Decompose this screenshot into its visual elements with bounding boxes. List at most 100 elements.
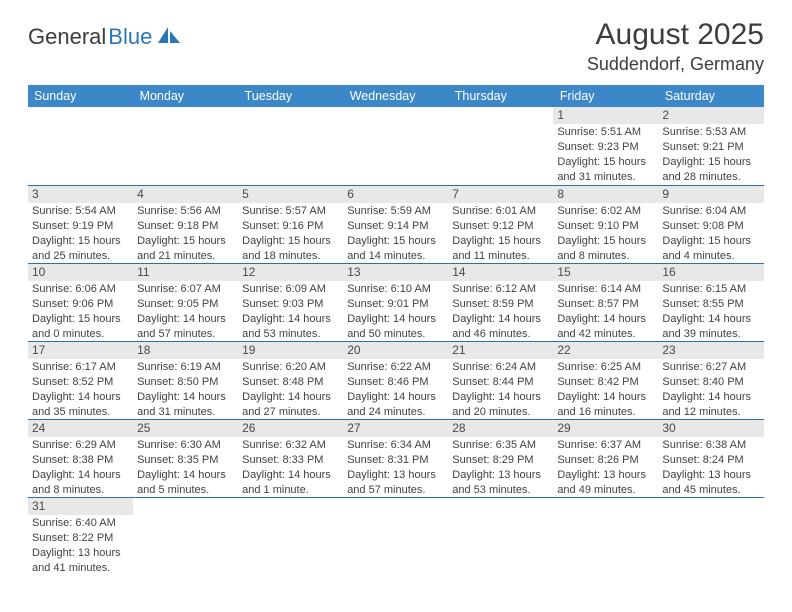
logo: General Blue	[28, 18, 182, 50]
daylight-text: Daylight: 14 hours	[553, 389, 658, 404]
sunset-text: Sunset: 9:12 PM	[448, 218, 553, 233]
daylight-text: and 12 minutes.	[658, 404, 763, 419]
sunset-text: Sunset: 9:23 PM	[553, 139, 658, 154]
sunset-text: Sunset: 8:24 PM	[658, 452, 763, 467]
daylight-text: and 27 minutes.	[238, 404, 343, 419]
sunset-text: Sunset: 9:19 PM	[28, 218, 133, 233]
day-header-sat: Saturday	[658, 85, 763, 107]
daylight-text: and 0 minutes.	[28, 326, 133, 341]
calendar-cell: 5Sunrise: 5:57 AMSunset: 9:16 PMDaylight…	[238, 185, 343, 263]
day-number: 2	[658, 107, 763, 124]
calendar-week: 10Sunrise: 6:06 AMSunset: 9:06 PMDayligh…	[28, 263, 764, 341]
daylight-text: and 39 minutes.	[658, 326, 763, 341]
calendar-cell: 31Sunrise: 6:40 AMSunset: 8:22 PMDayligh…	[28, 497, 133, 575]
day-number: 21	[448, 342, 553, 359]
calendar-week: 31Sunrise: 6:40 AMSunset: 8:22 PMDayligh…	[28, 497, 764, 575]
daylight-text: and 57 minutes.	[343, 482, 448, 497]
sunrise-text: Sunrise: 6:30 AM	[133, 437, 238, 452]
sunrise-text: Sunrise: 6:29 AM	[28, 437, 133, 452]
daylight-text: Daylight: 13 hours	[553, 467, 658, 482]
daylight-text: and 5 minutes.	[133, 482, 238, 497]
day-number: 23	[658, 342, 763, 359]
daylight-text: and 35 minutes.	[28, 404, 133, 419]
day-number: 29	[553, 420, 658, 437]
calendar-cell	[343, 107, 448, 185]
sunset-text: Sunset: 9:06 PM	[28, 296, 133, 311]
day-header-thu: Thursday	[448, 85, 553, 107]
sunrise-text: Sunrise: 5:51 AM	[553, 124, 658, 139]
daylight-text: Daylight: 14 hours	[343, 389, 448, 404]
sunrise-text: Sunrise: 6:38 AM	[658, 437, 763, 452]
calendar-cell: 6Sunrise: 5:59 AMSunset: 9:14 PMDaylight…	[343, 185, 448, 263]
sunset-text: Sunset: 9:10 PM	[553, 218, 658, 233]
calendar-cell	[238, 107, 343, 185]
daylight-text: and 25 minutes.	[28, 248, 133, 263]
day-number: 1	[553, 107, 658, 124]
calendar-cell: 29Sunrise: 6:37 AMSunset: 8:26 PMDayligh…	[553, 419, 658, 497]
calendar-cell: 10Sunrise: 6:06 AMSunset: 9:06 PMDayligh…	[28, 263, 133, 341]
day-number: 18	[133, 342, 238, 359]
daylight-text: Daylight: 13 hours	[28, 545, 133, 560]
day-number	[448, 107, 553, 109]
daylight-text: and 20 minutes.	[448, 404, 553, 419]
daylight-text: Daylight: 14 hours	[658, 311, 763, 326]
daylight-text: Daylight: 15 hours	[448, 233, 553, 248]
daylight-text: and 8 minutes.	[28, 482, 133, 497]
daylight-text: Daylight: 14 hours	[238, 389, 343, 404]
daylight-text: and 53 minutes.	[448, 482, 553, 497]
sunset-text: Sunset: 8:31 PM	[343, 452, 448, 467]
day-header-fri: Friday	[553, 85, 658, 107]
day-number: 25	[133, 420, 238, 437]
calendar-cell	[448, 497, 553, 575]
day-number: 17	[28, 342, 133, 359]
calendar-cell: 15Sunrise: 6:14 AMSunset: 8:57 PMDayligh…	[553, 263, 658, 341]
daylight-text: Daylight: 14 hours	[238, 467, 343, 482]
day-number: 10	[28, 264, 133, 281]
sunset-text: Sunset: 8:50 PM	[133, 374, 238, 389]
daylight-text: Daylight: 14 hours	[658, 389, 763, 404]
day-number: 11	[133, 264, 238, 281]
sunrise-text: Sunrise: 5:53 AM	[658, 124, 763, 139]
sunset-text: Sunset: 8:38 PM	[28, 452, 133, 467]
day-number	[238, 107, 343, 109]
header: General Blue August 2025 Suddendorf, Ger…	[28, 18, 764, 75]
day-number: 31	[28, 498, 133, 515]
daylight-text: and 11 minutes.	[448, 248, 553, 263]
sunrise-text: Sunrise: 6:24 AM	[448, 359, 553, 374]
calendar-cell	[343, 497, 448, 575]
sunrise-text: Sunrise: 5:59 AM	[343, 203, 448, 218]
sunrise-text: Sunrise: 6:20 AM	[238, 359, 343, 374]
sunrise-text: Sunrise: 6:19 AM	[133, 359, 238, 374]
daylight-text: Daylight: 15 hours	[658, 233, 763, 248]
daylight-text: Daylight: 15 hours	[343, 233, 448, 248]
calendar-cell	[448, 107, 553, 185]
location-label: Suddendorf, Germany	[587, 54, 764, 75]
calendar-cell: 30Sunrise: 6:38 AMSunset: 8:24 PMDayligh…	[658, 419, 763, 497]
daylight-text: and 49 minutes.	[553, 482, 658, 497]
calendar-cell: 19Sunrise: 6:20 AMSunset: 8:48 PMDayligh…	[238, 341, 343, 419]
day-number: 12	[238, 264, 343, 281]
sunrise-text: Sunrise: 6:17 AM	[28, 359, 133, 374]
daylight-text: and 45 minutes.	[658, 482, 763, 497]
day-number: 14	[448, 264, 553, 281]
day-number: 22	[553, 342, 658, 359]
day-header-mon: Monday	[133, 85, 238, 107]
day-number: 3	[28, 186, 133, 203]
daylight-text: Daylight: 15 hours	[553, 154, 658, 169]
day-number	[343, 107, 448, 109]
sunset-text: Sunset: 9:18 PM	[133, 218, 238, 233]
sunrise-text: Sunrise: 6:02 AM	[553, 203, 658, 218]
calendar-cell: 7Sunrise: 6:01 AMSunset: 9:12 PMDaylight…	[448, 185, 553, 263]
calendar-cell	[238, 497, 343, 575]
daylight-text: and 18 minutes.	[238, 248, 343, 263]
day-number: 28	[448, 420, 553, 437]
day-number	[238, 498, 343, 500]
calendar-cell: 13Sunrise: 6:10 AMSunset: 9:01 PMDayligh…	[343, 263, 448, 341]
day-number: 26	[238, 420, 343, 437]
sunset-text: Sunset: 8:35 PM	[133, 452, 238, 467]
calendar-week: 24Sunrise: 6:29 AMSunset: 8:38 PMDayligh…	[28, 419, 764, 497]
day-number: 16	[658, 264, 763, 281]
sunrise-text: Sunrise: 6:07 AM	[133, 281, 238, 296]
sunset-text: Sunset: 8:33 PM	[238, 452, 343, 467]
daylight-text: Daylight: 14 hours	[448, 311, 553, 326]
